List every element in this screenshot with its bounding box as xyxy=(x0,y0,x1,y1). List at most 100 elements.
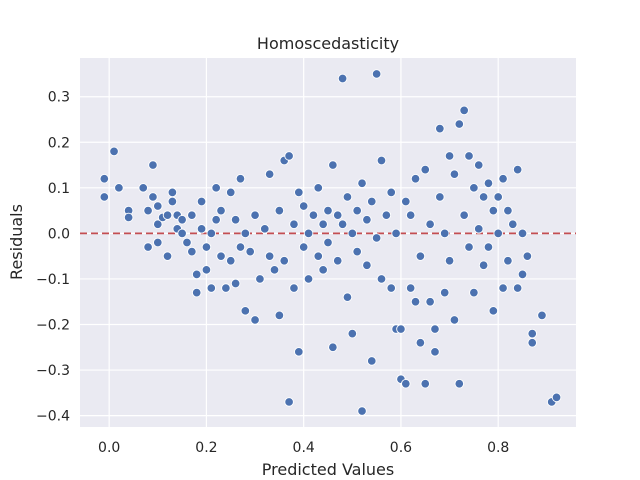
data-point xyxy=(319,220,328,229)
data-point xyxy=(154,238,163,247)
data-point xyxy=(426,220,435,229)
data-point xyxy=(202,266,211,275)
data-point xyxy=(168,197,177,206)
data-point xyxy=(474,225,483,234)
data-point xyxy=(431,348,440,357)
data-point xyxy=(552,393,561,402)
y-tick-label: 0.2 xyxy=(48,135,70,151)
x-tick-label: 0.2 xyxy=(195,440,217,456)
data-point xyxy=(231,215,240,224)
data-point xyxy=(508,220,517,229)
data-point xyxy=(416,252,425,261)
data-point xyxy=(353,247,362,256)
data-point xyxy=(348,229,357,238)
data-point xyxy=(236,174,245,183)
data-point xyxy=(474,161,483,170)
data-point xyxy=(494,229,503,238)
data-point xyxy=(528,338,537,347)
data-point xyxy=(411,174,420,183)
data-point xyxy=(256,275,265,284)
data-point xyxy=(363,261,372,270)
y-tick-label: −0.2 xyxy=(36,318,70,334)
data-point xyxy=(504,256,513,265)
data-point xyxy=(295,188,304,197)
data-point xyxy=(231,279,240,288)
data-point xyxy=(343,193,352,202)
data-point xyxy=(358,407,367,416)
data-point xyxy=(353,206,362,215)
data-point xyxy=(226,256,235,265)
data-point xyxy=(392,229,401,238)
data-point xyxy=(251,211,260,220)
data-point xyxy=(416,338,425,347)
data-point xyxy=(285,398,294,407)
data-point xyxy=(197,225,206,234)
data-point xyxy=(163,211,172,220)
data-point xyxy=(149,161,158,170)
data-point xyxy=(421,165,430,174)
data-point xyxy=(479,193,488,202)
data-point xyxy=(470,184,479,193)
data-point xyxy=(338,74,347,83)
x-axis-label: Predicted Values xyxy=(262,460,394,479)
data-point xyxy=(290,284,299,293)
data-point xyxy=(440,229,449,238)
data-point xyxy=(513,284,522,293)
data-point xyxy=(144,206,153,215)
data-point xyxy=(523,252,532,261)
data-point xyxy=(382,211,391,220)
y-tick-label: −0.3 xyxy=(36,363,70,379)
data-point xyxy=(299,243,308,252)
data-point xyxy=(387,188,396,197)
data-point xyxy=(192,288,201,297)
data-point xyxy=(513,165,522,174)
data-point xyxy=(110,147,119,156)
data-point xyxy=(499,174,508,183)
data-point xyxy=(484,179,493,188)
data-point xyxy=(343,293,352,302)
data-point xyxy=(421,379,430,388)
x-tick-label: 0.4 xyxy=(293,440,315,456)
data-point xyxy=(411,297,420,306)
y-tick-label: 0.3 xyxy=(48,90,70,106)
y-tick-label: −0.1 xyxy=(36,272,70,288)
data-point xyxy=(372,234,381,243)
chart-title: Homoscedasticity xyxy=(257,34,399,53)
y-tick-label: 0.1 xyxy=(48,181,70,197)
data-point xyxy=(484,243,493,252)
data-point xyxy=(124,213,133,222)
data-point xyxy=(226,188,235,197)
data-point xyxy=(504,206,513,215)
data-point xyxy=(460,211,469,220)
data-point xyxy=(489,206,498,215)
data-point xyxy=(436,124,445,133)
data-point xyxy=(372,70,381,79)
data-point xyxy=(489,307,498,316)
data-point xyxy=(212,184,221,193)
data-point xyxy=(460,106,469,115)
data-point xyxy=(246,247,255,256)
data-point xyxy=(222,284,231,293)
data-point xyxy=(192,270,201,279)
data-point xyxy=(290,220,299,229)
data-point xyxy=(304,275,313,284)
data-point xyxy=(202,243,211,252)
data-point xyxy=(241,229,250,238)
data-point xyxy=(251,316,260,325)
data-point xyxy=(431,325,440,334)
data-point xyxy=(163,252,172,261)
data-point xyxy=(280,256,289,265)
data-point xyxy=(236,243,245,252)
data-point xyxy=(144,243,153,252)
data-point xyxy=(265,252,274,261)
data-point xyxy=(324,206,333,215)
data-point xyxy=(406,284,415,293)
data-point xyxy=(154,202,163,211)
data-point xyxy=(518,229,527,238)
data-point xyxy=(324,238,333,247)
data-point xyxy=(149,193,158,202)
data-point xyxy=(183,238,192,247)
data-point xyxy=(207,284,216,293)
data-point xyxy=(377,156,386,165)
data-point xyxy=(358,179,367,188)
